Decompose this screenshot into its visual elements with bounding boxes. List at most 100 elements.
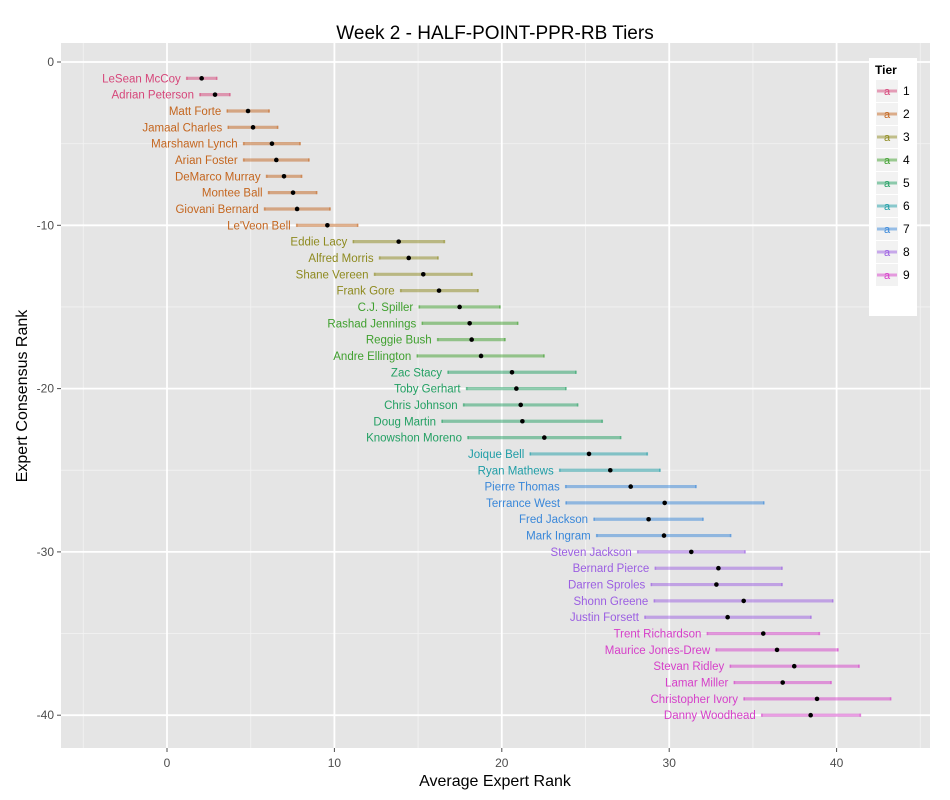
avg-point: [274, 157, 279, 163]
data-series: LeSean McCoy Adrian Peterson Matt Forte Jam…: [102, 73, 892, 722]
player-row: Doug Martin: [373, 416, 604, 428]
player-label: Shonn Greene: [573, 596, 648, 608]
avg-point: [607, 467, 613, 473]
avg-point: [514, 386, 519, 391]
legend-title: Tier: [875, 63, 897, 77]
avg-point: [212, 92, 218, 97]
player-row: Lamar Miller: [665, 678, 832, 690]
avg-point: [586, 451, 592, 457]
avg-point: [396, 239, 401, 244]
player-label: Terrance West: [486, 498, 561, 510]
avg-point: [467, 320, 472, 326]
legend-key-glyph: a: [884, 132, 891, 144]
player-label: Montee Ball: [202, 188, 263, 200]
player-label: Frank Gore: [337, 286, 395, 298]
legend-key-glyph: a: [884, 109, 891, 121]
legend-label: 2: [903, 107, 910, 121]
avg-point: [542, 435, 547, 440]
y-tick-label: -40: [37, 708, 55, 722]
avg-point: [478, 353, 484, 359]
player-label: Shane Vereen: [296, 269, 369, 281]
legend-key-glyph: a: [884, 270, 891, 282]
legend-key-glyph: a: [884, 86, 891, 98]
player-row: Stevan Ridley: [653, 661, 860, 673]
legend-label: 3: [903, 130, 910, 144]
player-label: Steven Jackson: [551, 547, 632, 559]
player-row: Eddie Lacy: [290, 237, 446, 249]
avg-point: [518, 402, 524, 408]
player-row: Bernard Pierce: [573, 563, 783, 575]
x-tick-label: 0: [164, 756, 171, 770]
player-row: Terrance West: [486, 498, 765, 510]
player-row: Arian Foster: [175, 155, 310, 167]
avg-point: [661, 533, 667, 538]
player-row: Adrian Peterson: [112, 90, 231, 102]
legend-key-glyph: a: [884, 201, 891, 213]
player-label: Eddie Lacy: [290, 237, 347, 249]
player-label: Matt Forte: [169, 106, 221, 118]
player-row: Toby Gerhart: [394, 384, 567, 396]
player-label: Reggie Bush: [366, 335, 432, 347]
avg-point: [714, 582, 719, 587]
avg-point: [281, 174, 287, 179]
avg-point: [250, 125, 256, 130]
player-label: C.J. Spiller: [358, 302, 414, 314]
avg-point: [780, 680, 785, 685]
player-row: Andre Ellington: [333, 351, 545, 363]
avg-point: [628, 484, 633, 489]
player-row: Matt Forte: [169, 106, 270, 118]
player-row: Frank Gore: [337, 286, 479, 298]
player-label: Chris Johnson: [384, 400, 458, 412]
avg-point: [791, 663, 797, 669]
player-label: Zac Stacy: [391, 367, 442, 379]
legend-label: 7: [903, 222, 910, 236]
player-row: Giovani Bernard: [175, 204, 331, 216]
y-tick-label: -10: [37, 218, 55, 232]
player-row: Justin Forsett: [570, 612, 812, 624]
legend-label: 5: [903, 176, 910, 190]
avg-point: [199, 76, 204, 81]
y-axis-ticks: 0 -10 -20 -30 -40: [37, 55, 61, 722]
avg-point: [457, 304, 462, 310]
legend-entries: a 1a 2a 3a 4a 5a 6a 7a 8a 9: [876, 80, 910, 286]
player-label: Justin Forsett: [570, 612, 640, 624]
player-label: Bernard Pierce: [573, 563, 650, 575]
player-row: Trent Richardson: [614, 629, 821, 641]
legend-label: 4: [903, 153, 910, 167]
player-label: DeMarco Murray: [175, 171, 261, 183]
player-row: Ryan Mathews: [478, 465, 661, 477]
x-tick-label: 30: [663, 756, 677, 770]
avg-point: [294, 206, 300, 212]
player-row: Reggie Bush: [366, 335, 506, 347]
player-row: Pierre Thomas: [485, 482, 697, 494]
player-row: Joique Bell: [468, 449, 649, 461]
legend-key-glyph: a: [884, 247, 891, 259]
legend: Tier a 1a 2a 3a 4a 5a 6a 7a 8a 9: [869, 58, 917, 316]
x-tick-label: 10: [328, 756, 342, 770]
avg-point: [469, 337, 474, 342]
player-row: Steven Jackson: [551, 547, 746, 559]
avg-point: [808, 712, 813, 718]
player-row: Zac Stacy: [391, 367, 577, 379]
avg-point: [269, 141, 275, 146]
avg-point: [716, 565, 721, 571]
player-row: Le'Veon Bell: [227, 220, 359, 232]
player-row: Knowshon Moreno: [366, 433, 622, 445]
player-row: Fred Jackson: [519, 514, 704, 526]
player-label: Darren Sproles: [568, 580, 646, 592]
player-label: Knowshon Moreno: [366, 433, 462, 445]
player-row: Montee Ball: [202, 188, 318, 200]
player-label: Mark Ingram: [526, 531, 591, 543]
legend-key-glyph: a: [884, 224, 891, 236]
avg-point: [725, 614, 730, 620]
player-label: Stevan Ridley: [653, 661, 724, 673]
avg-point: [814, 696, 820, 702]
x-axis-ticks: 0 10 20 30 40: [164, 748, 844, 770]
avg-point: [325, 223, 330, 228]
